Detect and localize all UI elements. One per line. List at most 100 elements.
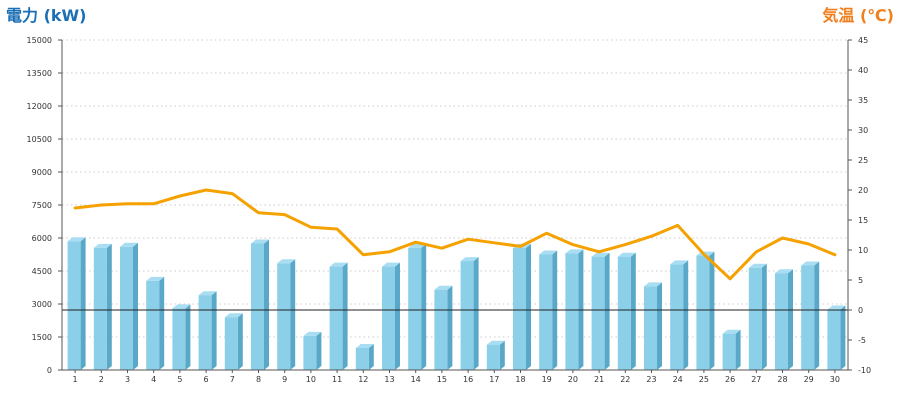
- bar-top: [93, 243, 112, 248]
- y-right-tick-label: 45: [858, 36, 868, 45]
- bar: [801, 261, 820, 370]
- bar-front: [644, 286, 657, 370]
- y-right-tick-label: 25: [858, 156, 868, 165]
- x-tick-label: 15: [437, 375, 447, 384]
- y-left-tick-label: 15000: [27, 36, 52, 45]
- x-tick-label: 3: [125, 375, 130, 384]
- bar-front: [224, 317, 238, 370]
- bar-front: [801, 265, 815, 370]
- y-left-tick-label: 10500: [27, 135, 52, 144]
- bar: [120, 242, 138, 370]
- bar-top: [827, 305, 846, 310]
- bar: [696, 251, 715, 370]
- y-left-tick-label: 4500: [32, 267, 52, 276]
- bar-front: [303, 335, 317, 370]
- bar-side: [735, 329, 741, 370]
- x-tick-label: 30: [830, 375, 840, 384]
- y-left-tick-label: 1500: [32, 333, 52, 342]
- bar: [277, 259, 296, 370]
- y-left-tick-label: 3000: [32, 300, 52, 309]
- bar-top: [775, 269, 793, 274]
- bar: [722, 329, 741, 370]
- left-axis-title: 電力 (kW): [6, 6, 87, 25]
- x-tick-label: 12: [358, 375, 368, 384]
- y-left-tick-label: 12000: [27, 102, 52, 111]
- bar-side: [185, 304, 191, 370]
- x-tick-label: 29: [804, 375, 814, 384]
- bar-top: [591, 252, 610, 257]
- x-tick-label: 9: [282, 375, 287, 384]
- y-left-tick-label: 13500: [27, 69, 52, 78]
- x-tick-label: 1: [73, 375, 78, 384]
- bar-top: [67, 237, 86, 242]
- axes: 0 1500 3000 4500 6000 7500 9000 10500 12000 13500…: [27, 36, 872, 384]
- bar-side: [761, 263, 767, 370]
- bar: [303, 331, 322, 370]
- bar-front: [382, 266, 395, 370]
- x-tick-label: 18: [515, 375, 525, 384]
- grid-lines: [62, 39, 848, 338]
- bar: [251, 239, 269, 370]
- y-right-tick-label: 35: [858, 96, 868, 105]
- bar-top: [277, 259, 296, 264]
- bar-front: [408, 247, 422, 370]
- x-tick-label: 22: [620, 375, 630, 384]
- bar-top: [617, 252, 636, 257]
- bar-side: [526, 243, 531, 370]
- bar-front: [198, 295, 212, 370]
- bar: [382, 262, 400, 370]
- bar: [172, 304, 191, 370]
- bar-front: [775, 273, 788, 370]
- y-right-tick-label: 10: [858, 246, 868, 255]
- x-tick-label: 24: [673, 375, 683, 384]
- y-left-tick-label: 7500: [32, 201, 52, 210]
- bar-front: [486, 344, 500, 370]
- bar-top: [801, 261, 820, 266]
- bar: [198, 291, 217, 370]
- bar-side: [630, 252, 636, 370]
- bar-front: [591, 256, 605, 370]
- bar-side: [80, 237, 86, 370]
- bar-front: [460, 261, 474, 370]
- bar-side: [211, 291, 217, 370]
- x-tick-label: 20: [568, 375, 578, 384]
- bar-top: [670, 260, 689, 265]
- bar-top: [146, 276, 165, 281]
- bar: [146, 276, 165, 370]
- bar: [355, 344, 374, 370]
- bar-side: [447, 285, 453, 370]
- bar-side: [316, 331, 322, 370]
- bar-side: [264, 239, 269, 370]
- bar-front: [172, 308, 186, 370]
- y-right-tick-label: 40: [858, 66, 868, 75]
- bar-top: [303, 331, 322, 336]
- bar-side: [604, 252, 610, 370]
- bar-series: [67, 237, 846, 370]
- bar-top: [644, 282, 662, 287]
- x-tick-label: 19: [542, 375, 552, 384]
- x-tick-label: 23: [646, 375, 656, 384]
- bar: [617, 252, 636, 370]
- bar: [67, 237, 86, 370]
- x-tick-label: 21: [594, 375, 604, 384]
- bar: [644, 282, 662, 370]
- x-tick-label: 10: [306, 375, 316, 384]
- bar-front: [434, 289, 448, 370]
- y-right-tick-label: 15: [858, 216, 868, 225]
- x-tick-label: 14: [411, 375, 421, 384]
- bar-side: [814, 261, 820, 370]
- bar-front: [748, 267, 762, 370]
- bar-top: [224, 313, 243, 318]
- bar-front: [329, 266, 343, 370]
- bar-side: [499, 340, 505, 370]
- bar: [775, 269, 793, 370]
- x-tick-label: 8: [256, 375, 261, 384]
- bar-front: [67, 241, 81, 370]
- x-tick-label: 4: [151, 375, 156, 384]
- y-right-tick-label: -5: [858, 336, 866, 345]
- bar-top: [748, 263, 767, 268]
- x-tick-label: 11: [332, 375, 342, 384]
- bar-top: [355, 344, 374, 348]
- x-tick-label: 27: [751, 375, 761, 384]
